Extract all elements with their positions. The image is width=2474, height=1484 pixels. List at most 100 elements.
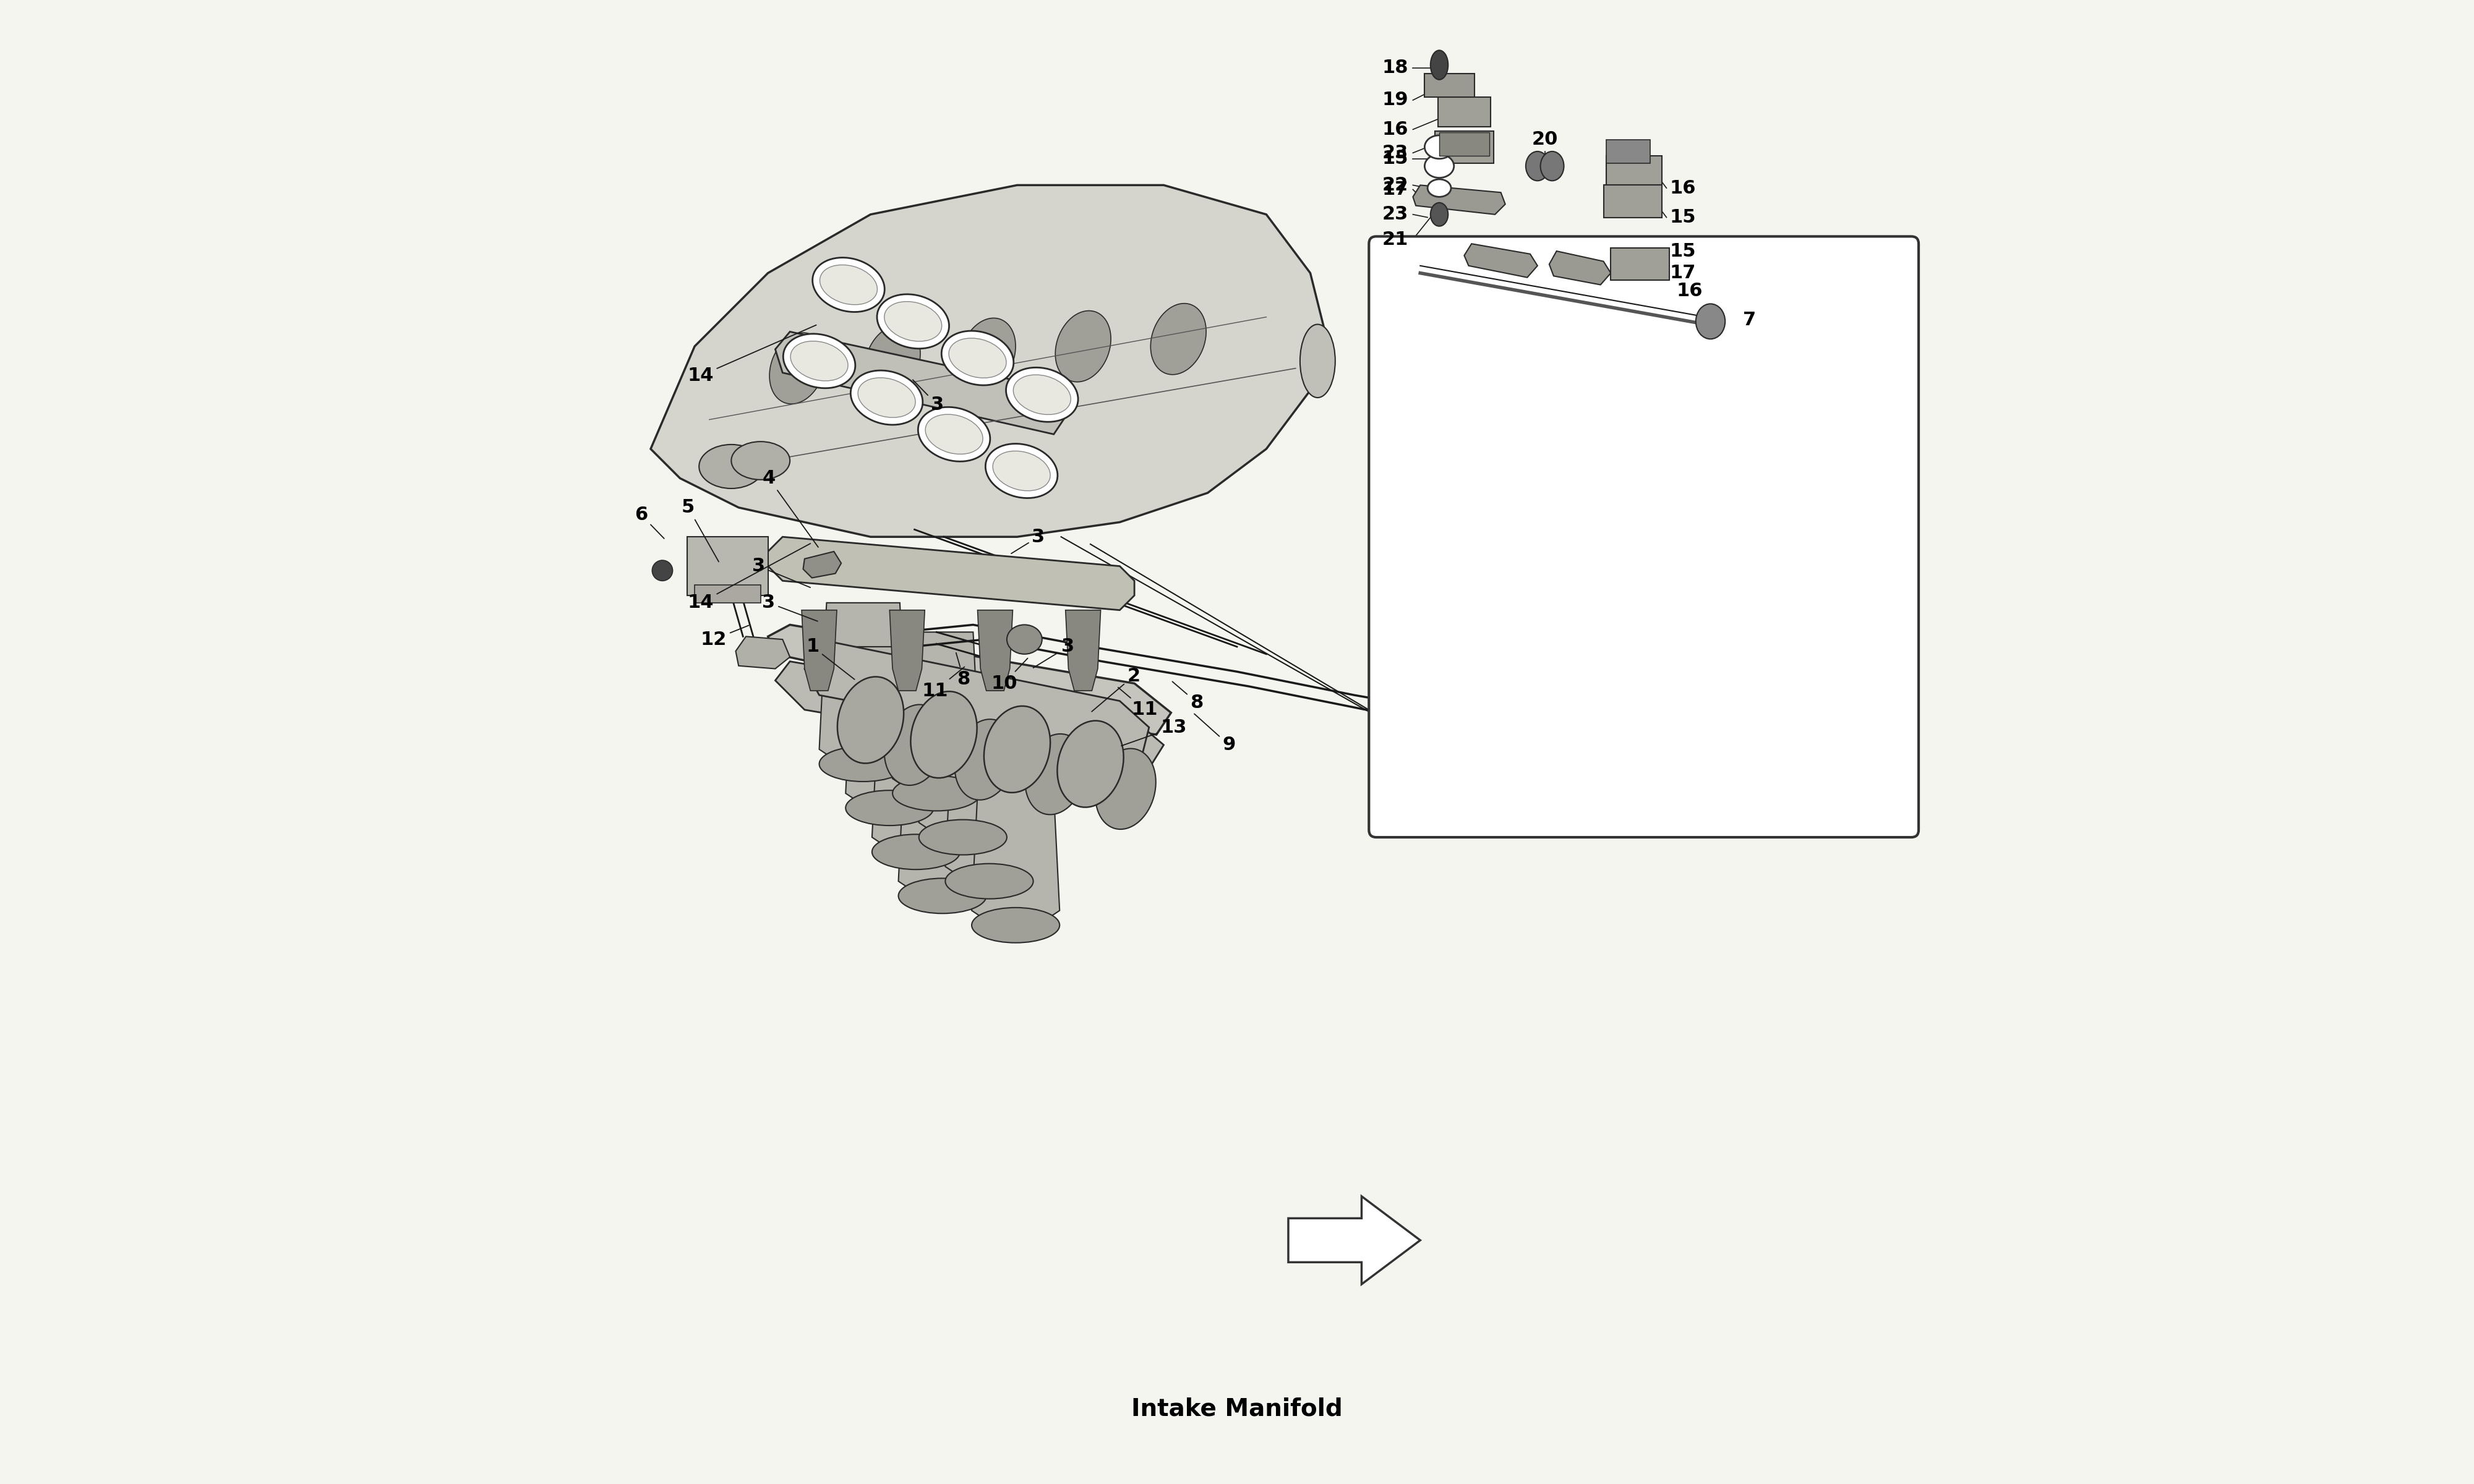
Polygon shape: [893, 632, 980, 794]
Ellipse shape: [1299, 325, 1336, 398]
Ellipse shape: [1695, 304, 1724, 338]
FancyBboxPatch shape: [688, 537, 767, 595]
Ellipse shape: [943, 331, 1014, 386]
Polygon shape: [819, 603, 908, 764]
Text: 13: 13: [1121, 718, 1188, 746]
Ellipse shape: [1430, 50, 1447, 80]
Text: 18: 18: [1383, 59, 1408, 77]
Polygon shape: [898, 735, 987, 896]
Ellipse shape: [1425, 135, 1455, 159]
Polygon shape: [1289, 1196, 1420, 1284]
Ellipse shape: [918, 407, 990, 462]
Text: 12: 12: [700, 625, 750, 649]
Ellipse shape: [792, 341, 849, 381]
Text: 10: 10: [990, 659, 1027, 693]
Ellipse shape: [910, 692, 977, 778]
Ellipse shape: [876, 294, 950, 349]
Text: 3: 3: [1012, 528, 1044, 554]
Text: 6: 6: [636, 506, 663, 539]
Text: Intake Manifold: Intake Manifold: [1131, 1396, 1343, 1420]
Ellipse shape: [819, 746, 908, 782]
Polygon shape: [846, 647, 933, 807]
Ellipse shape: [1526, 151, 1549, 181]
Ellipse shape: [1430, 203, 1447, 226]
Ellipse shape: [784, 334, 856, 389]
Ellipse shape: [851, 371, 923, 424]
FancyBboxPatch shape: [1606, 139, 1650, 163]
Ellipse shape: [893, 776, 980, 810]
Text: 8: 8: [955, 653, 970, 689]
Ellipse shape: [1007, 368, 1079, 421]
Text: 4: 4: [762, 469, 819, 548]
Ellipse shape: [858, 378, 915, 417]
Polygon shape: [804, 552, 841, 577]
Polygon shape: [891, 610, 925, 690]
Ellipse shape: [1007, 625, 1042, 654]
Ellipse shape: [811, 258, 886, 312]
Text: 16: 16: [1670, 180, 1695, 197]
Text: 11: 11: [923, 666, 965, 699]
Ellipse shape: [1427, 180, 1452, 197]
Text: 16: 16: [1383, 120, 1408, 138]
Text: 1: 1: [807, 638, 854, 680]
Ellipse shape: [992, 451, 1051, 491]
Ellipse shape: [883, 301, 943, 341]
Text: 8: 8: [1173, 681, 1202, 711]
Polygon shape: [767, 537, 1136, 610]
Ellipse shape: [871, 834, 960, 870]
Ellipse shape: [700, 445, 764, 488]
Ellipse shape: [950, 338, 1007, 378]
Text: 3: 3: [913, 380, 945, 414]
Text: 11: 11: [1118, 687, 1158, 718]
Polygon shape: [871, 690, 960, 852]
Ellipse shape: [1024, 735, 1086, 815]
FancyBboxPatch shape: [1440, 132, 1489, 156]
Text: 22: 22: [1383, 177, 1408, 194]
Polygon shape: [804, 640, 1148, 757]
Ellipse shape: [960, 318, 1017, 389]
Text: 21: 21: [1383, 230, 1408, 248]
Text: 16: 16: [1677, 282, 1702, 300]
Ellipse shape: [898, 879, 987, 914]
Ellipse shape: [1056, 310, 1111, 381]
Text: 15: 15: [1670, 208, 1695, 227]
Ellipse shape: [1096, 748, 1155, 830]
FancyBboxPatch shape: [1425, 74, 1475, 98]
Ellipse shape: [769, 332, 824, 404]
Text: 20: 20: [1531, 131, 1559, 148]
Text: 14: 14: [688, 543, 811, 611]
Polygon shape: [651, 186, 1326, 537]
Text: 19: 19: [1383, 91, 1408, 110]
Text: 3: 3: [752, 556, 811, 588]
Ellipse shape: [945, 864, 1034, 899]
Ellipse shape: [819, 264, 878, 304]
Ellipse shape: [883, 705, 945, 785]
Polygon shape: [1413, 186, 1504, 215]
Polygon shape: [918, 677, 1007, 837]
Polygon shape: [972, 764, 1059, 925]
Ellipse shape: [985, 706, 1051, 792]
Polygon shape: [802, 610, 836, 690]
FancyBboxPatch shape: [1368, 236, 1920, 837]
Text: 14: 14: [688, 325, 816, 384]
Text: 2: 2: [1091, 668, 1141, 712]
Ellipse shape: [1150, 303, 1207, 374]
Text: 15: 15: [1383, 150, 1408, 168]
Text: 5: 5: [680, 499, 720, 562]
Polygon shape: [774, 662, 1163, 769]
FancyBboxPatch shape: [1603, 186, 1663, 217]
FancyBboxPatch shape: [695, 585, 760, 603]
Polygon shape: [774, 331, 1069, 435]
Ellipse shape: [955, 720, 1014, 800]
Ellipse shape: [925, 414, 982, 454]
Ellipse shape: [653, 561, 673, 580]
Ellipse shape: [1056, 721, 1123, 807]
Text: 17: 17: [1383, 181, 1408, 199]
Polygon shape: [767, 625, 1170, 735]
Text: 17: 17: [1670, 264, 1695, 282]
Ellipse shape: [985, 444, 1056, 499]
Ellipse shape: [972, 908, 1059, 942]
Ellipse shape: [846, 791, 933, 825]
FancyBboxPatch shape: [1611, 248, 1670, 280]
Polygon shape: [945, 720, 1034, 881]
